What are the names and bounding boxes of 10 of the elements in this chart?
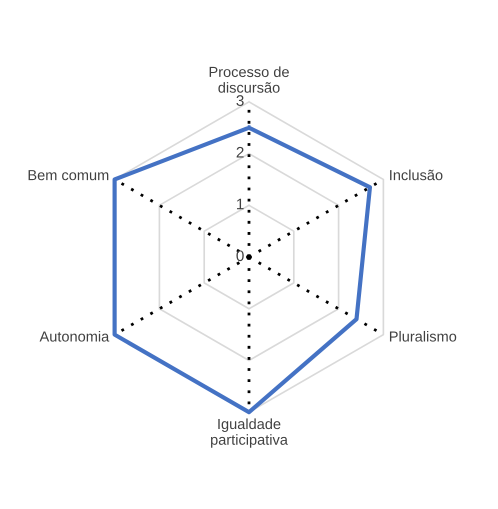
y-tick-label: 2 <box>236 146 244 158</box>
y-tick-label: 3 <box>236 95 244 106</box>
spoke-label: Bem comum <box>28 170 108 180</box>
y-tick-label: 1 <box>237 198 244 210</box>
spoke-label: Processo de discursão <box>210 66 289 93</box>
y-tick-label: 0 <box>236 250 244 262</box>
spoke-label: Inclusão <box>390 170 442 180</box>
spoke-label: Autonomia <box>40 330 110 342</box>
spoke-label: Igualdade participativa <box>211 418 288 448</box>
spoke-label: Pluralismo <box>390 330 456 342</box>
